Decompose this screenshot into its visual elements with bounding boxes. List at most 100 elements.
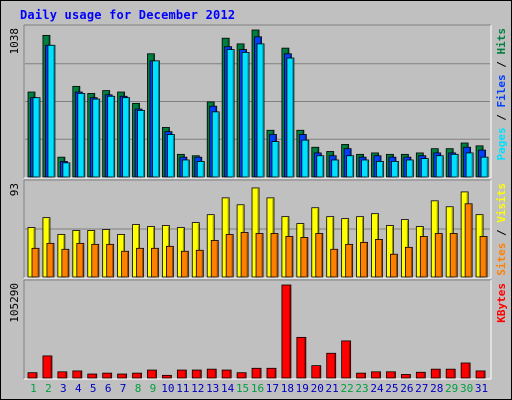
bar-shade xyxy=(187,161,190,177)
bar-kbytes-day-10 xyxy=(162,374,172,379)
bar-shade xyxy=(438,370,440,378)
bar-pages-day-31 xyxy=(480,156,489,178)
bar-shade xyxy=(95,375,97,378)
bar-sites-day-6 xyxy=(106,243,115,278)
bar-shade xyxy=(229,371,231,378)
bar-pages-day-17 xyxy=(271,141,280,178)
bar-shade xyxy=(277,142,279,177)
bar-shade xyxy=(154,371,157,378)
x-tick-label: 22 xyxy=(340,382,353,395)
x-tick-label: 14 xyxy=(221,382,235,395)
legend-entry: Visits xyxy=(495,183,508,223)
legend-visits-sites: Sites / Visits xyxy=(495,183,508,276)
bar-sites-day-21 xyxy=(330,248,339,278)
bar-sites-day-13 xyxy=(210,239,219,278)
bar-kbytes-day-16 xyxy=(251,367,262,379)
bar-shade xyxy=(381,240,383,277)
bar-shade xyxy=(244,373,246,378)
legend-entry: / xyxy=(495,108,508,128)
bar-sites-day-7 xyxy=(121,250,130,278)
x-tick-label: 17 xyxy=(266,382,279,395)
bar-sites-day-22 xyxy=(345,243,354,278)
bar-sites-day-4 xyxy=(76,242,85,278)
x-tick-label: 21 xyxy=(326,382,339,395)
bar-shade xyxy=(396,162,399,177)
bar-pages-day-16 xyxy=(256,43,265,178)
bar-shade xyxy=(292,59,294,177)
bar-shade xyxy=(440,234,442,277)
legend-entry: Files xyxy=(495,74,508,107)
bar-shade xyxy=(38,98,40,177)
bar-pages-day-4 xyxy=(77,93,86,178)
bar-pages-day-26 xyxy=(405,159,414,178)
bar-shade xyxy=(261,234,263,277)
bar-shade xyxy=(97,245,99,277)
bar-pages-day-13 xyxy=(211,111,220,178)
bar-sites-day-16 xyxy=(255,233,264,278)
bar-pages-day-6 xyxy=(107,95,116,178)
bar-shade xyxy=(52,244,54,277)
bar-shade xyxy=(351,245,353,277)
bar-shade xyxy=(306,238,308,277)
x-tick-label: 19 xyxy=(296,382,309,395)
legend-entry: Hits xyxy=(495,28,508,55)
bar-sites-day-2 xyxy=(46,242,55,278)
bar-pages-day-12 xyxy=(196,161,205,178)
bar-shade xyxy=(53,46,55,177)
bar-shade xyxy=(307,141,309,177)
bar-shade xyxy=(216,241,218,277)
bar-kbytes-day-11 xyxy=(176,369,187,379)
x-tick-label: 27 xyxy=(415,382,428,395)
bar-pages-day-23 xyxy=(361,159,369,178)
bar-shade xyxy=(453,370,455,378)
bar-shade xyxy=(471,153,473,177)
bar-sites-day-14 xyxy=(225,234,234,278)
bar-kbytes-day-6 xyxy=(102,372,113,379)
bar-shade xyxy=(82,244,84,277)
bar-shade xyxy=(274,369,276,378)
bar-shade xyxy=(110,374,112,378)
bar-sites-day-1 xyxy=(31,247,40,278)
bar-pages-day-8 xyxy=(137,110,145,178)
bar-pages-day-7 xyxy=(122,97,131,178)
x-tick-label: 8 xyxy=(135,382,142,395)
bar-shade xyxy=(171,247,174,277)
bar-shade xyxy=(367,161,369,177)
bar-shade xyxy=(67,250,69,277)
bar-sites-day-15 xyxy=(240,232,249,278)
bar-shade xyxy=(142,249,144,277)
legend-entry: / xyxy=(495,55,508,75)
x-tick-label: 23 xyxy=(355,382,368,395)
bar-kbytes-day-23 xyxy=(356,372,366,379)
bar-shade xyxy=(483,371,485,378)
bar-shade xyxy=(35,373,37,378)
bar-sites-day-26 xyxy=(404,246,413,278)
x-tick-label: 25 xyxy=(385,382,398,395)
bar-pages-day-14 xyxy=(226,49,235,178)
bar-pages-day-9 xyxy=(152,60,160,178)
bar-kbytes-day-3 xyxy=(57,371,68,379)
bar-kbytes-day-20 xyxy=(311,365,322,379)
bar-shade xyxy=(337,161,339,177)
bar-shade xyxy=(112,245,114,277)
bar-shade xyxy=(231,235,233,277)
x-tick-label: 20 xyxy=(311,382,324,395)
legend-entry: KBytes xyxy=(495,283,508,323)
bar-kbytes-day-4 xyxy=(72,370,83,379)
bar-kbytes-day-13 xyxy=(206,368,217,379)
bar-pages-day-19 xyxy=(301,139,310,178)
legend-entry: / xyxy=(495,223,508,243)
bar-shade xyxy=(408,375,411,378)
bar-visits-day-25 xyxy=(386,225,394,278)
bar-shade xyxy=(201,251,203,277)
x-tick-label: 15 xyxy=(236,382,249,395)
bar-shade xyxy=(140,374,142,378)
x-tick-label: 31 xyxy=(475,382,488,395)
bar-sites-day-31 xyxy=(479,236,488,278)
bar-sites-day-20 xyxy=(315,233,324,278)
bar-shade xyxy=(98,100,100,177)
bar-shade xyxy=(410,248,413,277)
bar-shade xyxy=(485,237,487,277)
x-tick-label: 11 xyxy=(176,382,189,395)
bar-kbytes-day-14 xyxy=(221,369,232,379)
